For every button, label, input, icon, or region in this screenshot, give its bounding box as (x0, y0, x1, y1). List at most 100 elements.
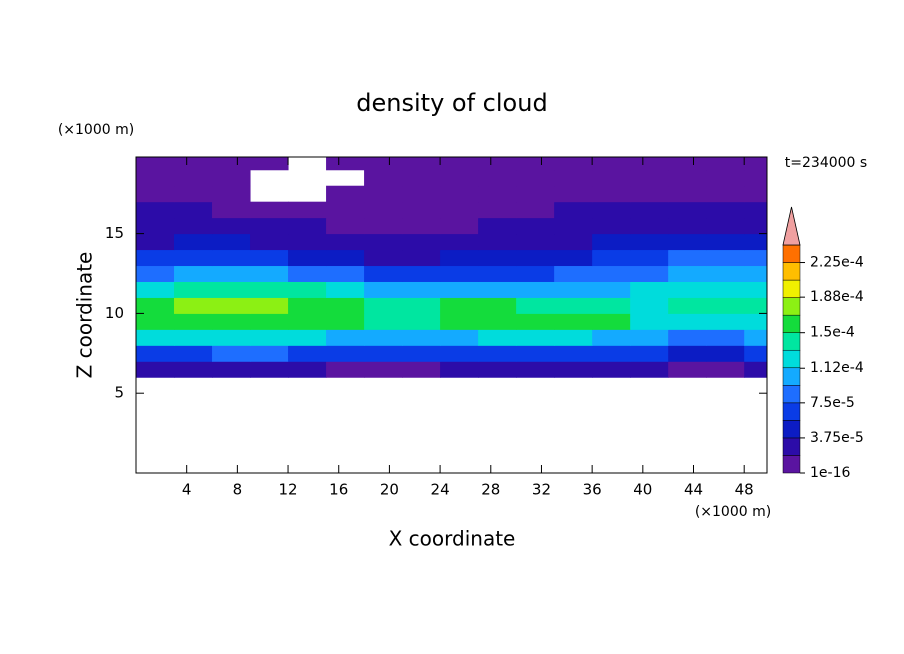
y-tick-label: 15 (105, 224, 124, 242)
contour-cell (174, 217, 213, 235)
contour-cell (250, 361, 289, 378)
contour-cell (706, 297, 745, 314)
contour-cell (250, 297, 289, 314)
contour-cell (136, 217, 175, 235)
contour-cell (478, 265, 517, 282)
contour-cell (364, 329, 403, 346)
contour-cell (516, 345, 555, 362)
y-tick-label: 5 (114, 384, 124, 402)
contour-cell (288, 201, 327, 219)
contour-cell (326, 233, 365, 251)
contour-cell (364, 157, 403, 171)
colorbar-swatch (782, 297, 801, 316)
contour-cell (212, 233, 251, 251)
contour-cell (136, 265, 175, 282)
chart-title: density of cloud (356, 89, 547, 117)
contour-cell (478, 361, 517, 378)
contour-cell (440, 157, 479, 171)
contour-cell (136, 201, 175, 219)
contour-cell (592, 233, 631, 251)
x-tick-label: 40 (633, 481, 652, 499)
contour-cell (668, 249, 707, 267)
x-tick-label: 8 (233, 481, 243, 499)
contour-cell (402, 361, 441, 378)
contour-cell (744, 361, 767, 378)
contour-cell (668, 265, 707, 282)
contour-cell (212, 217, 251, 235)
colorbar-swatch (782, 385, 801, 404)
contour-cell (440, 297, 479, 314)
contour-cell (706, 313, 745, 330)
contour-cell (440, 233, 479, 251)
contour-cell (326, 185, 365, 203)
colorbar-swatch (782, 262, 801, 281)
colorbar-tick-label: 1.5e-4 (810, 325, 855, 341)
x-tick-label: 24 (431, 481, 450, 499)
contour-cell (364, 233, 403, 251)
contour-cell (478, 345, 517, 362)
contour-cell (516, 313, 555, 330)
contour-cell (326, 265, 365, 282)
contour-cell (744, 313, 767, 330)
contour-cell (364, 169, 403, 187)
contour-cell (326, 313, 365, 330)
contour-cell (478, 169, 517, 187)
contour-cell (478, 281, 517, 298)
contour-cell (744, 297, 767, 314)
colorbar-tick-label: 1.12e-4 (810, 360, 864, 376)
contour-cell (554, 329, 593, 346)
contour-cell (706, 157, 745, 171)
contour-cell (364, 297, 403, 314)
contour-cell (326, 361, 365, 378)
x-tick-label: 28 (481, 481, 500, 499)
colorbar-swatch (782, 279, 801, 298)
contour-cell (668, 345, 707, 362)
contour-cell (706, 361, 745, 378)
contour-cell (288, 361, 327, 378)
contour-cell (174, 329, 213, 346)
contour-cell (668, 297, 707, 314)
contour-cell (706, 265, 745, 282)
contour-cell (212, 345, 251, 362)
x-tick-label: 16 (329, 481, 348, 499)
contour-cell (744, 201, 767, 219)
contour-cell (592, 281, 631, 298)
colorbar-tick-label: 1e-16 (810, 465, 850, 481)
contour-cell (630, 185, 669, 203)
contour-cell (668, 329, 707, 346)
contour-cell (706, 185, 745, 203)
colorbar-swatch (782, 367, 801, 386)
contour-cell (250, 217, 289, 235)
contour-cell (364, 265, 403, 282)
x-tick-label: 44 (684, 481, 703, 499)
contour-cell (402, 185, 441, 203)
y-axis-label: Z coordinate (73, 252, 97, 379)
contour-cell (592, 345, 631, 362)
contour-cell (212, 361, 251, 378)
contour-cell (744, 185, 767, 203)
contour-cell (478, 329, 517, 346)
colorbar-extend (782, 206, 801, 246)
contour-cell (440, 201, 479, 219)
contour-cell (706, 217, 745, 235)
contour-cell (402, 217, 441, 235)
contour-cell (212, 329, 251, 346)
contour-cell (554, 169, 593, 187)
contour-cell (592, 297, 631, 314)
colorbar-swatch (782, 244, 801, 263)
contour-cell (744, 157, 767, 171)
contour-cell (478, 201, 517, 219)
colorbar-swatch (782, 455, 801, 474)
contour-cell (478, 297, 517, 314)
contour-cell (554, 249, 593, 267)
contour-cell (706, 233, 745, 251)
contour-cell (364, 313, 403, 330)
contour-cell (440, 329, 479, 346)
contour-cell (250, 329, 289, 346)
contour-cell (516, 361, 555, 378)
plot-frame (135, 156, 768, 474)
contour-cell (630, 297, 669, 314)
colorbar-swatch (782, 437, 801, 456)
contour-cell (212, 265, 251, 282)
